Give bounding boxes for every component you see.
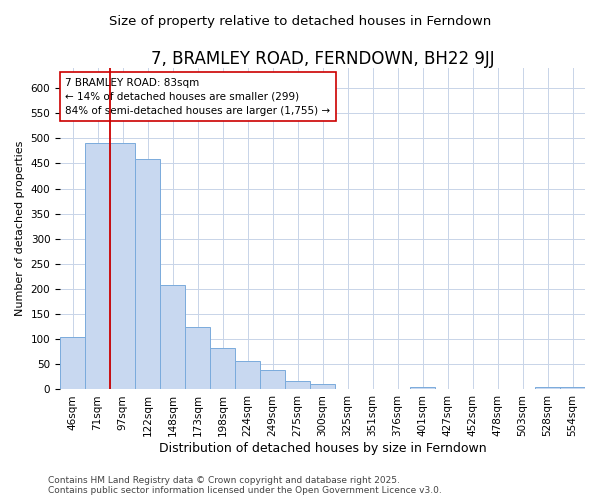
Bar (235, 361, 260, 390)
Bar (210, 348, 235, 390)
Title: 7, BRAMLEY ROAD, FERNDOWN, BH22 9JJ: 7, BRAMLEY ROAD, FERNDOWN, BH22 9JJ (151, 50, 494, 68)
Bar (135, 160, 160, 390)
Bar (410, 387, 435, 390)
Bar (560, 387, 585, 390)
Bar (260, 370, 285, 390)
Bar (285, 382, 310, 390)
Text: Size of property relative to detached houses in Ferndown: Size of property relative to detached ho… (109, 14, 491, 28)
Bar (185, 327, 210, 390)
X-axis label: Distribution of detached houses by size in Ferndown: Distribution of detached houses by size … (159, 442, 487, 455)
Y-axis label: Number of detached properties: Number of detached properties (15, 141, 25, 316)
Bar (60, 336, 85, 390)
Bar (110, 144, 135, 390)
Text: 7 BRAMLEY ROAD: 83sqm
← 14% of detached houses are smaller (299)
84% of semi-det: 7 BRAMLEY ROAD: 83sqm ← 14% of detached … (65, 78, 331, 116)
Bar (85, 144, 110, 390)
Bar (160, 286, 185, 390)
Bar (310, 384, 335, 390)
Bar (535, 387, 560, 390)
Text: Contains HM Land Registry data © Crown copyright and database right 2025.
Contai: Contains HM Land Registry data © Crown c… (48, 476, 442, 495)
